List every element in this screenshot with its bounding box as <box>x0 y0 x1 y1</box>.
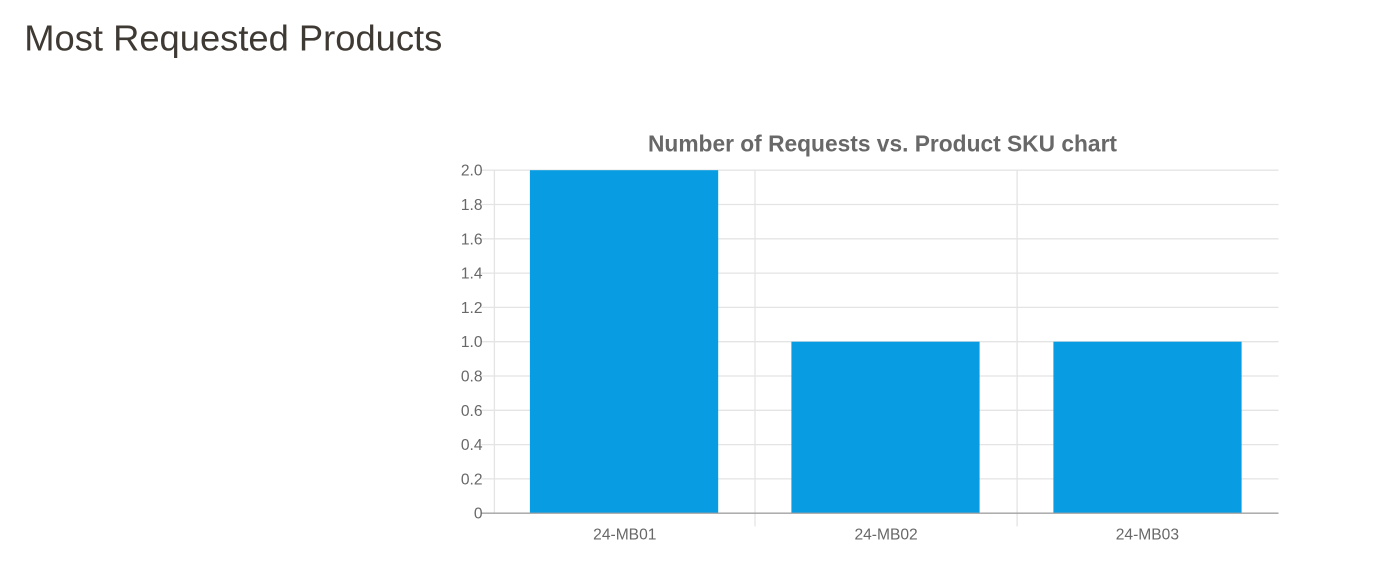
svg-text:1.6: 1.6 <box>461 231 483 248</box>
svg-text:24-MB01: 24-MB01 <box>593 527 656 544</box>
svg-text:1.4: 1.4 <box>461 266 483 283</box>
svg-text:Most Requested Products: Most Requested Products <box>24 18 442 59</box>
svg-text:1.8: 1.8 <box>461 197 483 214</box>
svg-text:24-MB03: 24-MB03 <box>1116 527 1179 544</box>
svg-text:1.2: 1.2 <box>461 300 483 317</box>
svg-text:1.0: 1.0 <box>461 334 483 351</box>
svg-text:2.0: 2.0 <box>461 163 483 180</box>
svg-text:0: 0 <box>474 506 483 523</box>
svg-text:24-MB02: 24-MB02 <box>854 527 917 544</box>
svg-text:Number of Requests vs. Product: Number of Requests vs. Product SKU chart <box>648 131 1117 157</box>
svg-text:0.4: 0.4 <box>461 437 483 454</box>
svg-text:0.2: 0.2 <box>461 471 483 488</box>
svg-text:0.6: 0.6 <box>461 403 483 420</box>
svg-text:0.8: 0.8 <box>461 369 483 386</box>
